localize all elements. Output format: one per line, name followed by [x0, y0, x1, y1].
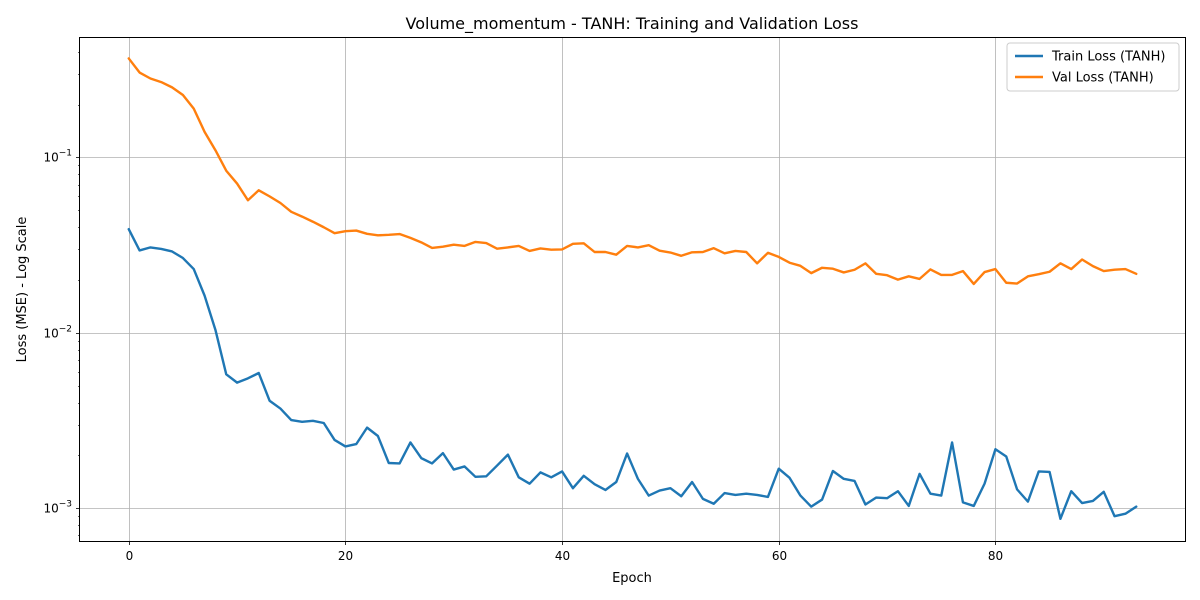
- x-tick-label: 0: [126, 549, 134, 563]
- legend-label-val: Val Loss (TANH): [1052, 71, 1154, 86]
- series-lines: [127, 57, 1138, 520]
- plot-frame: [79, 37, 1186, 542]
- x-tick-label: 60: [772, 549, 787, 563]
- x-axis-title: Epoch: [612, 571, 652, 586]
- x-tick-label: 80: [988, 549, 1003, 563]
- x-tick-label: 40: [555, 549, 570, 563]
- y-axis: 10−3 10−2 10−1: [43, 52, 80, 536]
- y-axis-title: Loss (MSE) - Log Scale: [15, 217, 30, 363]
- x-tick-label: 20: [338, 549, 353, 563]
- y-tick-label: 10−3: [43, 500, 72, 516]
- val-loss-line: [127, 57, 1138, 286]
- train-loss-line: [127, 227, 1138, 520]
- grid-lines: [80, 38, 1185, 541]
- legend-label-train: Train Loss (TANH): [1051, 50, 1165, 65]
- legend: Train Loss (TANH) Val Loss (TANH): [1006, 42, 1180, 92]
- legend-box: [1006, 42, 1180, 92]
- y-tick-label: 10−1: [43, 149, 72, 165]
- x-axis: 0 20 40 60 80: [126, 541, 1003, 563]
- y-tick-label: 10−2: [43, 325, 72, 341]
- chart-title: Volume_momentum - TANH: Training and Val…: [406, 14, 859, 34]
